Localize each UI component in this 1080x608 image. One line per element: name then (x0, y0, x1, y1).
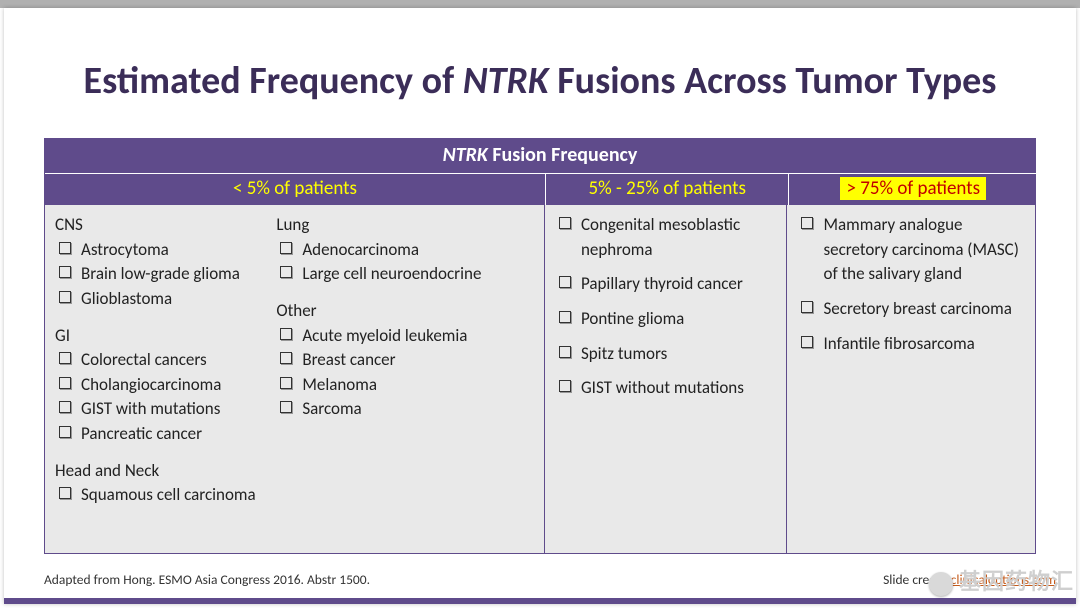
list-item: Spitz tumors (559, 342, 773, 367)
col-low-left: CNSAstrocytomaBrain low-grade gliomaGlio… (59, 213, 280, 543)
list-item: Infantile fibrosarcoma (801, 332, 1021, 357)
group-title: Lung (276, 213, 530, 238)
list-item: Large cell neuroendocrine (280, 262, 530, 287)
list-item: Melanoma (280, 373, 530, 398)
table-header-sub: < 5% of patients 5% - 25% of patients > … (45, 173, 1035, 205)
list-item: Brain low-grade glioma (59, 262, 280, 287)
frequency-table: NTRK Fusion Frequency < 5% of patients 5… (44, 138, 1036, 554)
col-header-high-text: > 75% of patients (840, 177, 986, 200)
group-title: Other (276, 299, 530, 324)
group-title: Head and Neck (55, 459, 280, 484)
list-item: Cholangiocarcinoma (59, 373, 280, 398)
list-item: Colorectal cancers (59, 348, 280, 373)
list-item: Astrocytoma (59, 238, 280, 263)
list-item: Breast cancer (280, 348, 530, 373)
col-low-right: LungAdenocarcinomaLarge cell neuroendocr… (280, 213, 530, 543)
watermark: 基因药物汇 (929, 564, 1074, 596)
list-item: Squamous cell carcinoma (59, 483, 280, 508)
list-item: Pontine glioma (559, 307, 773, 332)
tumor-group: GIColorectal cancersCholangiocarcinomaGI… (59, 324, 280, 447)
list-item: Pancreatic cancer (59, 422, 280, 447)
footer-citation: Adapted from Hong. ESMO Asia Congress 20… (44, 571, 370, 588)
list-item: Adenocarcinoma (280, 238, 530, 263)
table-body: CNSAstrocytomaBrain low-grade gliomaGlio… (45, 205, 1035, 553)
slide-bottom-accent (4, 598, 1076, 604)
list-item: Sarcoma (280, 397, 530, 422)
tumor-group: CNSAstrocytomaBrain low-grade gliomaGlio… (59, 213, 280, 312)
col-low: CNSAstrocytomaBrain low-grade gliomaGlio… (45, 205, 545, 553)
list-item: Mammary analogue secretory carcinoma (MA… (801, 213, 1021, 287)
col-header-high: > 75% of patients (789, 173, 1037, 205)
watermark-icon (929, 572, 953, 596)
group-title: GI (55, 324, 280, 349)
slide-footer: Adapted from Hong. ESMO Asia Congress 20… (44, 571, 1056, 588)
col-header-mid: 5% - 25% of patients (546, 173, 790, 205)
table-header-gene: NTRK (443, 143, 488, 167)
slide-title: Estimated Frequency of NTRK Fusions Acro… (44, 58, 1036, 104)
col-mid: Congenital mesoblastic nephroma Papillary… (545, 205, 788, 553)
tumor-group: Head and NeckSquamous cell carcinoma (59, 459, 280, 508)
col-high: Mammary analogue secretory carcinoma (MA… (787, 205, 1035, 553)
list-item: Glioblastoma (59, 287, 280, 312)
group-title: CNS (55, 213, 280, 238)
list-item: GIST with mutations (59, 397, 280, 422)
title-prefix: Estimated Frequency of (84, 58, 463, 104)
slide-canvas: Estimated Frequency of NTRK Fusions Acro… (4, 8, 1076, 604)
list-item: Congenital mesoblastic nephroma (559, 213, 773, 262)
tumor-group: LungAdenocarcinomaLarge cell neuroendocr… (280, 213, 530, 287)
watermark-text: 基因药物汇 (959, 568, 1074, 595)
list-item: Papillary thyroid cancer (559, 272, 773, 297)
table-header-main: NTRK Fusion Frequency (45, 139, 1035, 173)
table-header-suffix: Fusion Frequency (488, 143, 638, 167)
title-suffix: Fusions Across Tumor Types (549, 58, 997, 104)
col-header-low: < 5% of patients (45, 173, 546, 205)
title-gene: NTRK (463, 58, 549, 104)
tumor-group: OtherAcute myeloid leukemiaBreast cancer… (280, 299, 530, 422)
list-item: GIST without mutations (559, 376, 773, 401)
list-item: Secretory breast carcinoma (801, 297, 1021, 322)
list-item: Acute myeloid leukemia (280, 324, 530, 349)
window-topbar (0, 0, 1080, 8)
